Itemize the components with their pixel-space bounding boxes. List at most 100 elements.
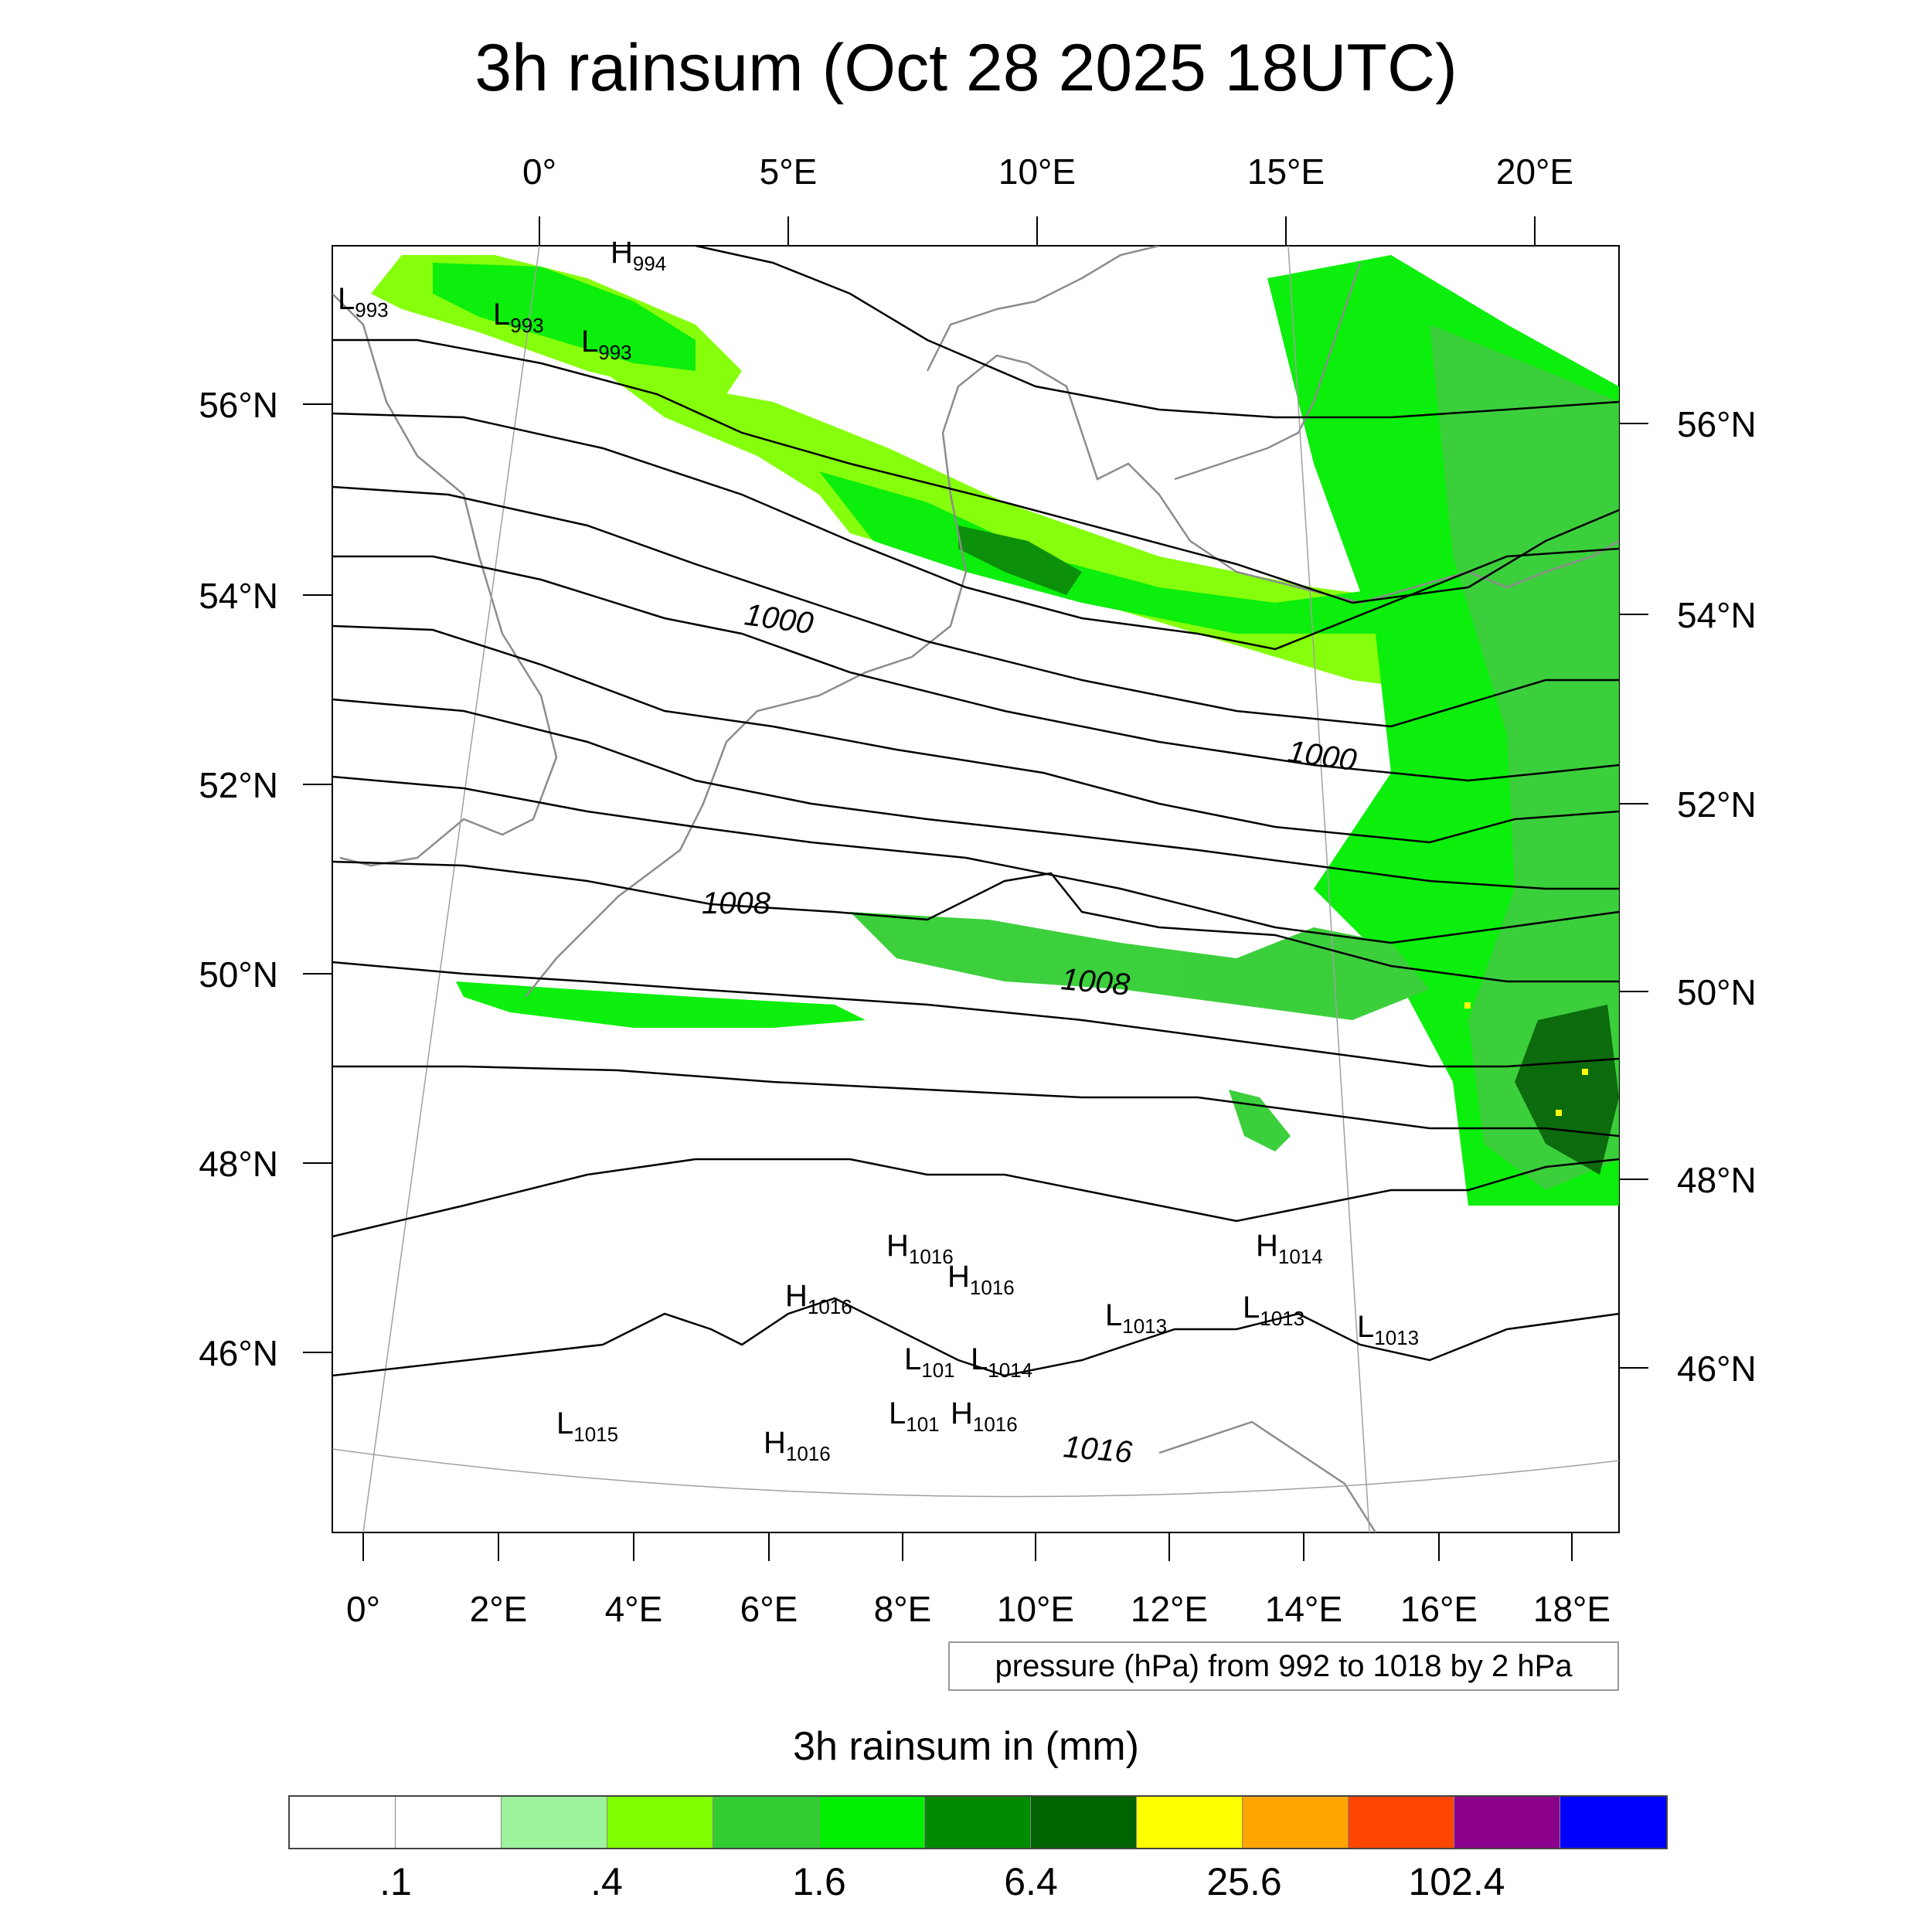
rain-band-central: [850, 912, 1430, 1020]
colorbar-cell: [1560, 1797, 1666, 1848]
pressure-center: L993: [338, 282, 389, 321]
rain-cell-yellow-1: [1464, 1002, 1471, 1009]
bottom-lon-axis: [362, 1532, 1573, 1561]
colorbar-label: 102.4: [1408, 1860, 1505, 1903]
rain-east-dark: [1515, 1005, 1619, 1175]
contour-label: 1008: [702, 886, 771, 920]
lon-label: 15°E: [1247, 151, 1325, 192]
lat-label: 52°N: [199, 765, 278, 805]
colorbar-cell: [925, 1797, 1031, 1848]
isobar-10: [332, 961, 1619, 1068]
coast-continent: [525, 354, 1619, 998]
lon-label: 8°E: [874, 1589, 932, 1629]
pressure-center: H1016: [764, 1426, 831, 1465]
pressure-center: H1016: [951, 1396, 1018, 1436]
rain-cell-yellow-2: [1582, 1069, 1588, 1075]
lat-label: 56°N: [1677, 404, 1757, 444]
map-title: 3h rainsum (Oct 28 2025 18UTC): [474, 31, 1458, 105]
isobar-11: [332, 1065, 1619, 1138]
pressure-center: H1016: [947, 1260, 1015, 1299]
colorbar-cell: [502, 1797, 607, 1848]
lon-label: 4°E: [605, 1589, 663, 1629]
colorbar-cell: [607, 1797, 713, 1848]
lon-label: 18°E: [1533, 1589, 1611, 1629]
lat-label: 46°N: [199, 1333, 278, 1373]
lon-label: 0°: [346, 1589, 380, 1629]
rain-field: [371, 255, 1619, 1206]
pressure-note: pressure (hPa) from 992 to 1018 by 2 hPa: [948, 1641, 1619, 1691]
colorbar-cell: [713, 1797, 819, 1848]
lat-label: 56°N: [199, 385, 278, 425]
lon-label: 6°E: [740, 1589, 798, 1629]
pressure-center: L1013: [1357, 1310, 1419, 1349]
right-lat-labels: 56°N 54°N 52°N 50°N 48°N 46°N: [1677, 404, 1757, 1389]
meridian-0: [362, 246, 540, 1532]
lat-label: 50°N: [199, 954, 278, 995]
colorbar-cell: [290, 1797, 396, 1848]
colorbar-cell: [396, 1797, 502, 1848]
lon-label: 10°E: [997, 1589, 1074, 1629]
pressure-center: L1013: [1243, 1291, 1304, 1330]
coast-britain: [332, 293, 558, 867]
colorbar-cell: [1454, 1797, 1560, 1848]
pressure-center: H1016: [886, 1229, 954, 1268]
isobar-7: [332, 698, 1619, 890]
isobar-4: [332, 485, 1619, 728]
lon-label: 5°E: [760, 151, 818, 192]
pressure-center: L1013: [1105, 1298, 1167, 1338]
pressure-center: H994: [611, 236, 666, 275]
colorbar-cell: [1137, 1797, 1243, 1848]
pressure-center: L101: [904, 1342, 955, 1382]
colorbar-label: 6.4: [1004, 1860, 1058, 1903]
colorbar-cell: [819, 1797, 925, 1848]
rain-patch-south: [1229, 1090, 1291, 1151]
lon-label: 0°: [522, 151, 556, 192]
isobars: [332, 246, 1619, 1377]
lon-label: 10°E: [998, 151, 1076, 192]
coast-adriatic: [1158, 1420, 1377, 1532]
rain-dark-patch: [958, 526, 1082, 595]
rain-cell-yellow-3: [1556, 1110, 1562, 1116]
contour-label: 1008: [1060, 962, 1131, 1002]
right-lat-axis: [1619, 423, 1648, 1369]
lon-label: 12°E: [1131, 1589, 1208, 1629]
bottom-lon-labels: 0° 2°E 4°E 6°E 8°E 10°E 12°E 14°E 16°E 1…: [346, 1589, 1611, 1629]
isobar-3: [332, 412, 1619, 651]
contour-label: 1016: [1062, 1430, 1134, 1470]
pressure-center: L993: [581, 325, 632, 364]
colorbar-cell: [1243, 1797, 1349, 1848]
meridian-15e: [1287, 246, 1370, 1532]
lat-label: 48°N: [1677, 1160, 1757, 1200]
top-lon-labels: 0° 5°E 10°E 15°E 20°E: [522, 151, 1573, 192]
lat-label: 50°N: [1677, 972, 1757, 1012]
isobar-6: [332, 624, 1619, 844]
left-lat-axis: [303, 403, 332, 1353]
lat-label: 54°N: [199, 576, 278, 616]
lon-label: 16°E: [1400, 1589, 1478, 1629]
lat-label: 52°N: [1677, 784, 1757, 825]
rain-band-south: [456, 981, 866, 1028]
parallel-45n: [332, 1448, 1619, 1498]
colorbar-cell: [1031, 1797, 1137, 1848]
pressure-center: H1014: [1256, 1229, 1323, 1268]
lat-label: 46°N: [1677, 1349, 1757, 1389]
top-lon-axis: [539, 216, 1536, 246]
isobar-13: [332, 1297, 1619, 1377]
lon-label: 14°E: [1265, 1589, 1342, 1629]
legend-title: 3h rainsum in (mm): [793, 1724, 1139, 1769]
pressure-center: H1016: [785, 1279, 852, 1318]
lon-label: 20°E: [1496, 151, 1573, 192]
colorbar-label: 25.6: [1206, 1860, 1282, 1903]
rain-east-mid: [1430, 325, 1619, 1190]
graticule: [332, 246, 1619, 1532]
rain-band-north-inner: [433, 263, 696, 371]
isobar-8: [332, 775, 1619, 944]
left-lat-labels: 56°N 54°N 52°N 50°N 48°N 46°N: [199, 385, 278, 1373]
colorbar: [288, 1795, 1668, 1849]
lon-label: 2°E: [470, 1589, 528, 1629]
isobar-1: [695, 246, 1619, 419]
isobar-2: [332, 338, 1619, 604]
pressure-center: L993: [493, 298, 544, 337]
pressure-center: L1014: [971, 1342, 1032, 1382]
